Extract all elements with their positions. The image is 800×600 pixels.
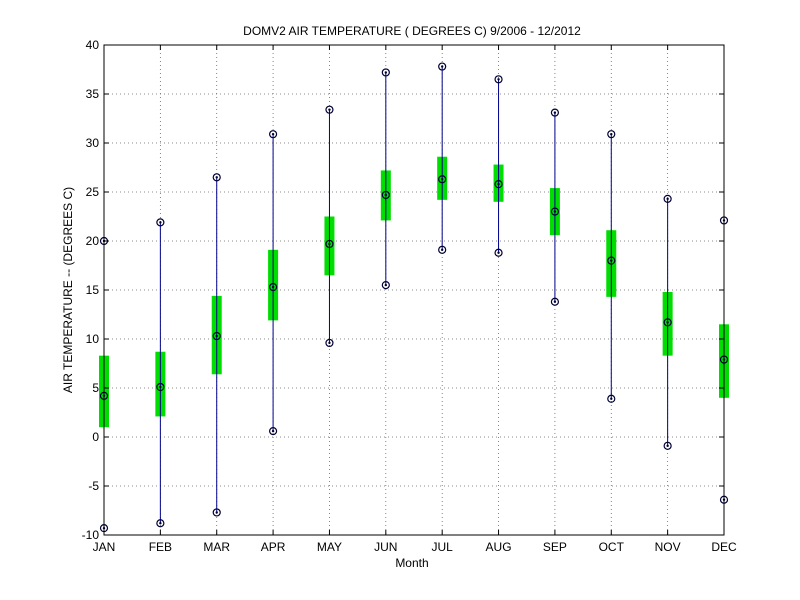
min-marker-dot-sep: [553, 300, 557, 303]
x-tick-label: JUL: [432, 540, 454, 554]
min-marker-dot-jul: [440, 248, 444, 252]
box-group-apr: [268, 130, 279, 436]
x-tick-label: FEB: [149, 540, 172, 554]
mean-marker-jun: [381, 190, 390, 200]
x-tick-label: AUG: [486, 540, 512, 554]
box-group-feb: [155, 218, 166, 528]
mean-marker-dot-sep: [553, 210, 557, 213]
y-tick-label: 35: [86, 87, 100, 101]
mean-marker-dot-mar: [215, 334, 218, 338]
min-marker-dot-aug: [497, 251, 500, 254]
y-tick-label: 40: [86, 38, 100, 52]
mean-marker-dot-aug: [497, 182, 500, 186]
min-marker-jul: [438, 245, 447, 254]
min-marker-mar: [212, 508, 221, 517]
x-tick-label: MAR: [203, 540, 230, 554]
x-axis-label: Month: [395, 556, 428, 570]
mean-marker-sep: [550, 207, 560, 216]
chart-title: DOMV2 AIR TEMPERATURE ( DEGREES C) 9/200…: [243, 24, 581, 38]
y-tick-label: -10: [82, 528, 100, 542]
min-marker-dot-feb: [159, 522, 162, 525]
max-marker-mar: [212, 173, 221, 182]
mean-marker-dot-jun: [384, 193, 388, 197]
max-marker-dot-sep: [553, 111, 557, 114]
mean-marker-apr: [268, 282, 278, 292]
y-tick-label: 5: [92, 381, 99, 395]
mean-marker-dot-apr: [271, 285, 275, 289]
min-marker-aug: [494, 248, 503, 257]
box-group-aug: [493, 75, 504, 257]
min-marker-dot-nov: [666, 444, 669, 448]
box-group-jul: [437, 62, 448, 254]
mean-marker-dot-jul: [440, 178, 444, 181]
mean-marker-dot-nov: [666, 321, 669, 324]
min-marker-sep: [550, 297, 560, 306]
max-marker-sep: [550, 108, 560, 117]
y-axis-label: AIR TEMPERATURE -- (DEGREES C): [61, 187, 75, 393]
max-marker-nov: [663, 194, 672, 203]
mean-marker-dot-oct: [610, 259, 613, 262]
max-marker-dot-apr: [271, 132, 275, 136]
max-marker-dot-feb: [159, 221, 162, 224]
max-marker-dot-jul: [440, 65, 444, 68]
max-marker-dot-mar: [215, 176, 218, 179]
x-tick-label: JAN: [93, 540, 116, 554]
box-group-nov: [662, 194, 673, 450]
max-marker-dot-may: [328, 108, 331, 111]
max-marker-aug: [494, 75, 503, 84]
y-tick-label: 10: [86, 332, 100, 346]
mean-marker-aug: [494, 180, 503, 189]
mean-marker-dot-feb: [159, 385, 162, 389]
min-marker-may: [325, 338, 334, 348]
max-marker-feb: [156, 218, 165, 227]
tick-layer: -10 -5 0 5 10 15 20 25 30 35 40 JAN FEB MAR APR MAY JUN J…: [82, 38, 737, 554]
max-marker-dot-aug: [497, 78, 500, 81]
box-group-oct: [606, 130, 617, 403]
box-group-jun: [380, 68, 391, 290]
y-tick-label: 30: [86, 136, 100, 150]
y-tick-label: 15: [86, 283, 100, 297]
box-group-may: [324, 105, 335, 348]
max-marker-dot-oct: [610, 132, 613, 136]
max-marker-may: [325, 105, 334, 114]
max-marker-apr: [268, 130, 278, 139]
min-marker-dot-may: [328, 341, 331, 345]
mean-marker-feb: [156, 382, 165, 392]
box-group-sep: [549, 108, 560, 306]
y-tick-label: 25: [86, 185, 100, 199]
min-marker-apr: [268, 427, 278, 436]
min-marker-dot-apr: [271, 429, 275, 433]
min-marker-oct: [607, 394, 616, 403]
mean-marker-jul: [438, 175, 447, 184]
x-tick-label: MAY: [317, 540, 342, 554]
mean-marker-dot-may: [328, 242, 331, 246]
min-marker-dot-jun: [384, 283, 388, 287]
x-tick-label: JUN: [374, 540, 397, 554]
x-tick-label: SEP: [543, 540, 567, 554]
mean-marker-oct: [607, 256, 616, 265]
mean-marker-nov: [663, 318, 672, 327]
y-tick-label: 0: [92, 430, 99, 444]
max-marker-dot-jun: [384, 71, 388, 74]
y-tick-label: 20: [86, 234, 100, 248]
min-marker-dot-oct: [610, 397, 613, 400]
mean-marker-may: [325, 239, 334, 249]
min-marker-feb: [156, 519, 165, 528]
max-marker-jun: [381, 68, 390, 77]
min-marker-dot-mar: [215, 511, 218, 514]
x-tick-label: DEC: [711, 540, 737, 554]
x-tick-label: NOV: [655, 540, 681, 554]
x-tick-label: OCT: [599, 540, 625, 554]
box-group-mar: [211, 173, 222, 517]
x-tick-label: APR: [261, 540, 286, 554]
max-marker-jul: [438, 62, 447, 71]
min-marker-nov: [663, 441, 672, 450]
min-marker-jun: [381, 281, 390, 290]
max-marker-oct: [607, 130, 616, 139]
max-marker-dot-nov: [666, 197, 669, 201]
mean-marker-mar: [212, 331, 221, 341]
y-tick-label: -5: [88, 479, 99, 493]
